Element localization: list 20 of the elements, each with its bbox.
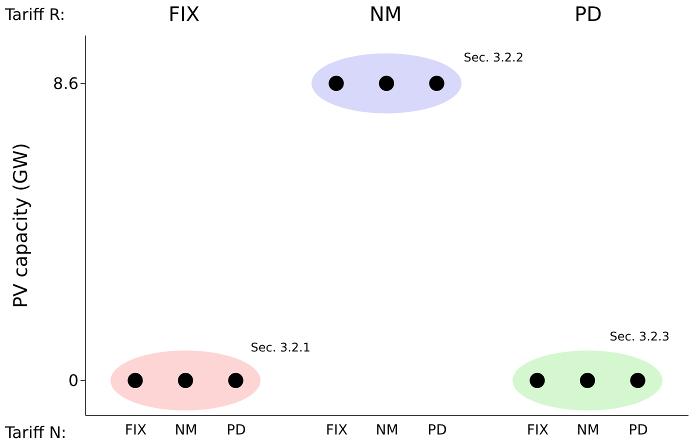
y-axis-title: PV capacity (GW) (10, 142, 32, 308)
x-tick-label: FIX (124, 422, 148, 438)
x-tick-label: NM (174, 422, 198, 438)
y-tick-label: 8.6 (53, 74, 78, 93)
x-tick-label: FIX (326, 422, 348, 438)
x-tick-label: NM (376, 422, 398, 438)
text: NM (370, 2, 402, 26)
x-tick-label: PD (226, 422, 246, 438)
annotation: Sec. 3.2.3 (610, 329, 670, 344)
x-axis-title: Tariff N: (4, 423, 66, 442)
x-tick-label: FIX (526, 422, 550, 438)
y-tick-label: 0 (68, 370, 78, 390)
x-tick-label: NM (576, 422, 600, 438)
text: FIX (168, 2, 200, 26)
annotation: Sec. 3.2.1 (250, 340, 311, 354)
text: PD (574, 2, 602, 26)
text: Tariff R: (4, 5, 66, 24)
annotation: Sec. 3.2.2 (464, 50, 524, 64)
x-tick-label: PD (628, 422, 648, 438)
x-tick-label: PD (428, 422, 447, 438)
